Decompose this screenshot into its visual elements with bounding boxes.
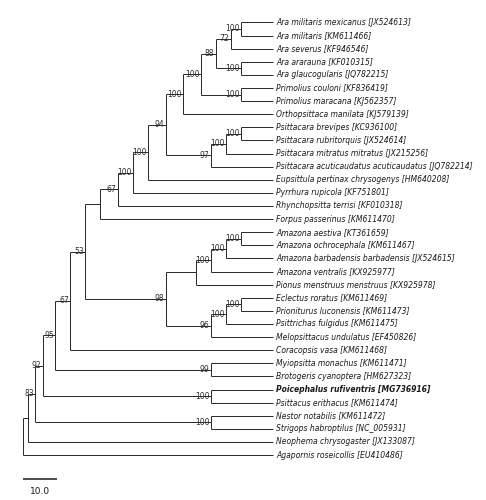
Text: 100: 100	[225, 24, 240, 34]
Text: Poicephalus rufiventris [MG736916]: Poicephalus rufiventris [MG736916]	[276, 385, 431, 394]
Text: Myiopsitta monachus [KM611471]: Myiopsitta monachus [KM611471]	[276, 359, 407, 368]
Text: 100: 100	[117, 168, 132, 177]
Text: 100: 100	[225, 300, 240, 309]
Text: Psittacara mitratus mitratus [JX215256]: Psittacara mitratus mitratus [JX215256]	[276, 149, 428, 158]
Text: Ara militaris [KM611466]: Ara militaris [KM611466]	[276, 31, 371, 40]
Text: 100: 100	[167, 90, 182, 98]
Text: Neophema chrysogaster [JX133087]: Neophema chrysogaster [JX133087]	[276, 438, 415, 446]
Text: Primolius couloni [KF836419]: Primolius couloni [KF836419]	[276, 84, 388, 92]
Text: 100: 100	[225, 90, 240, 99]
Text: Amazona ventralis [KX925977]: Amazona ventralis [KX925977]	[276, 267, 395, 276]
Text: 100: 100	[185, 70, 199, 78]
Text: Coracopsis vasa [KM611468]: Coracopsis vasa [KM611468]	[276, 346, 387, 354]
Text: 100: 100	[210, 139, 225, 148]
Text: Psittacus erithacus [KM611474]: Psittacus erithacus [KM611474]	[276, 398, 398, 407]
Text: Amazona aestiva [KT361659]: Amazona aestiva [KT361659]	[276, 228, 389, 236]
Text: 100: 100	[225, 64, 240, 73]
Text: 94: 94	[155, 120, 164, 129]
Text: Rhynchopsitta terrisi [KF010318]: Rhynchopsitta terrisi [KF010318]	[276, 202, 403, 210]
Text: 100: 100	[195, 392, 209, 400]
Text: 100: 100	[195, 256, 209, 264]
Text: 10.0: 10.0	[30, 486, 50, 496]
Text: Amazona barbadensis barbadensis [JX524615]: Amazona barbadensis barbadensis [JX52461…	[276, 254, 455, 263]
Text: Prioniturus luconensis [KM611473]: Prioniturus luconensis [KM611473]	[276, 306, 410, 316]
Text: 67: 67	[59, 296, 69, 306]
Text: 100: 100	[210, 310, 225, 318]
Text: Amazona ochrocephala [KM611467]: Amazona ochrocephala [KM611467]	[276, 241, 415, 250]
Text: Agapornis roseicollis [EU410486]: Agapornis roseicollis [EU410486]	[276, 450, 403, 460]
Text: Ara glaucogularis [JQ782215]: Ara glaucogularis [JQ782215]	[276, 70, 389, 80]
Text: Ara severus [KF946546]: Ara severus [KF946546]	[276, 44, 368, 53]
Text: Forpus passerinus [KM611470]: Forpus passerinus [KM611470]	[276, 214, 395, 224]
Text: Psittacara brevipes [KC936100]: Psittacara brevipes [KC936100]	[276, 123, 398, 132]
Text: Orthopsittaca manilata [KJ579139]: Orthopsittaca manilata [KJ579139]	[276, 110, 409, 118]
Text: 95: 95	[44, 331, 54, 340]
Text: 83: 83	[24, 390, 34, 398]
Text: Primolius maracana [KJ562357]: Primolius maracana [KJ562357]	[276, 96, 397, 106]
Text: 99: 99	[200, 366, 209, 374]
Text: 67: 67	[107, 185, 117, 194]
Text: 88: 88	[205, 49, 214, 58]
Text: Melopsittacus undulatus [EF450826]: Melopsittacus undulatus [EF450826]	[276, 332, 417, 342]
Text: Ara militaris mexicanus [JX524613]: Ara militaris mexicanus [JX524613]	[276, 18, 411, 27]
Text: Nestor notabilis [KM611472]: Nestor notabilis [KM611472]	[276, 411, 385, 420]
Text: Psittrichas fulgidus [KM611475]: Psittrichas fulgidus [KM611475]	[276, 320, 398, 328]
Text: 100: 100	[225, 234, 240, 243]
Text: 53: 53	[74, 247, 84, 256]
Text: 96: 96	[200, 321, 209, 330]
Text: 100: 100	[132, 148, 147, 156]
Text: Psittacara acuticaudatus acuticaudatus [JQ782214]: Psittacara acuticaudatus acuticaudatus […	[276, 162, 473, 171]
Text: Pyrrhura rupicola [KF751801]: Pyrrhura rupicola [KF751801]	[276, 188, 389, 198]
Text: Pionus menstruus menstruus [KX925978]: Pionus menstruus menstruus [KX925978]	[276, 280, 436, 289]
Text: Ara ararauna [KF010315]: Ara ararauna [KF010315]	[276, 58, 373, 66]
Text: 92: 92	[32, 361, 42, 370]
Text: 72: 72	[220, 34, 229, 43]
Text: 98: 98	[155, 294, 164, 304]
Text: 97: 97	[200, 150, 209, 160]
Text: Eupsittula pertinax chrysogenys [HM640208]: Eupsittula pertinax chrysogenys [HM64020…	[276, 176, 450, 184]
Text: Psittacara rubritorquis [JX524614]: Psittacara rubritorquis [JX524614]	[276, 136, 406, 145]
Text: 100: 100	[210, 244, 225, 253]
Text: 100: 100	[225, 130, 240, 138]
Text: 100: 100	[195, 418, 209, 427]
Text: Strigops habroptilus [NC_005931]: Strigops habroptilus [NC_005931]	[276, 424, 406, 434]
Text: Brotogeris cyanoptera [HM627323]: Brotogeris cyanoptera [HM627323]	[276, 372, 411, 381]
Text: Eclectus roratus [KM611469]: Eclectus roratus [KM611469]	[276, 293, 387, 302]
